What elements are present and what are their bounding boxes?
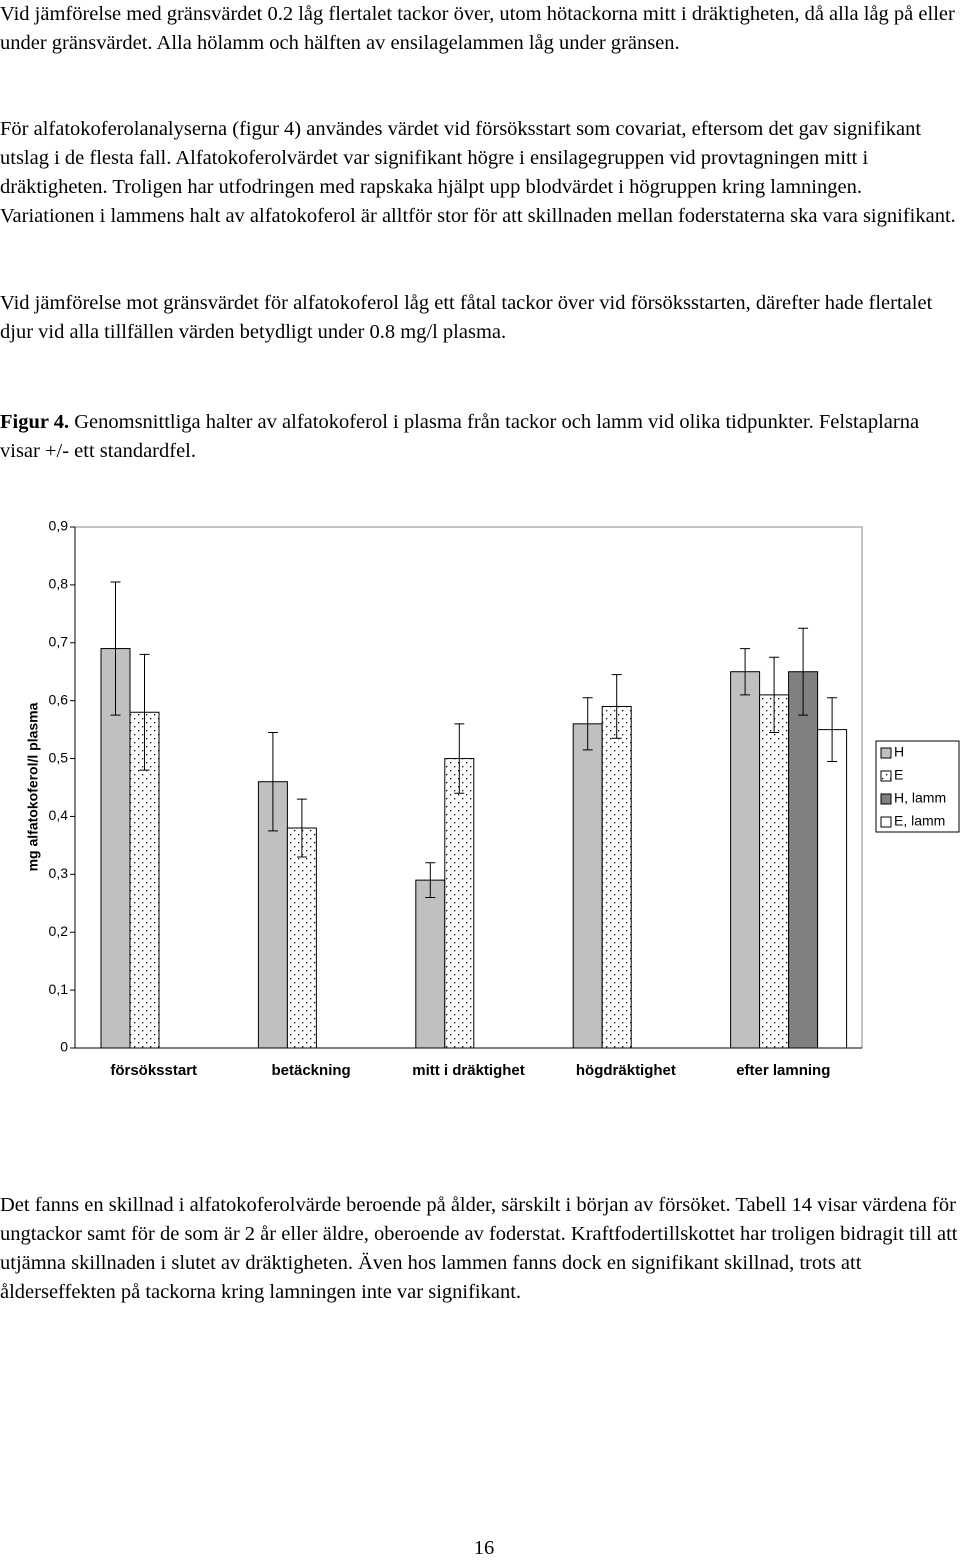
paragraph: För alfatokoferolanalyserna (figur 4) an…	[0, 118, 956, 227]
error-bar	[769, 656, 780, 734]
legend-label: H	[894, 744, 904, 760]
y-tick-label: 0,6	[49, 691, 69, 707]
bar	[788, 671, 819, 1049]
bar	[759, 694, 790, 1049]
legend-swatch	[880, 770, 892, 782]
paragraph: Vid jämförelse mot gränsvärdet för alfat…	[0, 292, 933, 343]
error-bar	[611, 674, 622, 739]
y-tick-label: 0,3	[49, 865, 69, 881]
y-tick-label: 0,4	[49, 807, 69, 823]
paragraph: Det fanns en skillnad i alfatokoferolvär…	[0, 1194, 958, 1303]
x-tick-label: mitt i dräktighet	[412, 1062, 525, 1079]
error-bar	[425, 862, 436, 898]
x-tick-label: betäckning	[272, 1062, 351, 1079]
x-tick-label: efter lamning	[736, 1062, 830, 1079]
figure-caption: Figur 4. Genomsnittliga halter av alfato…	[0, 408, 958, 466]
bar	[601, 705, 632, 1049]
error-bar	[798, 627, 809, 716]
y-tick-label: 0,7	[49, 633, 69, 649]
legend-swatch	[880, 816, 892, 828]
error-bar	[139, 653, 150, 771]
legend-label: E, lamm	[894, 813, 945, 829]
bar	[444, 758, 475, 1049]
y-tick-label: 0,9	[49, 518, 69, 534]
bar	[572, 723, 603, 1049]
legend-label: H, lamm	[894, 790, 946, 806]
error-bar	[296, 798, 307, 858]
legend-label: E	[894, 767, 903, 783]
y-tick-label: 0,1	[49, 981, 69, 997]
y-tick-label: 0,2	[49, 923, 69, 939]
error-bar	[740, 648, 751, 696]
legend-swatch	[880, 793, 892, 805]
legend-swatch	[880, 747, 892, 759]
error-bar	[454, 723, 465, 794]
bar	[415, 879, 446, 1049]
y-tick-label: 0,8	[49, 576, 69, 592]
bar	[730, 671, 761, 1049]
caption-label: Figur 4.	[0, 411, 70, 433]
y-tick-label: 0	[60, 1039, 68, 1055]
x-tick-label: försöksstart	[110, 1062, 197, 1079]
page-number: 16	[473, 1537, 495, 1559]
bar	[817, 729, 848, 1049]
y-tick-label: 0,5	[49, 749, 69, 765]
error-bar	[582, 697, 593, 751]
bar	[286, 827, 317, 1049]
error-bar	[110, 581, 121, 716]
error-bar	[827, 697, 838, 762]
caption-text: Genomsnittliga halter av alfatokoferol i…	[0, 411, 920, 462]
y-axis-label: mg alfatokoferol/l plasma	[25, 702, 41, 871]
error-bar	[267, 732, 278, 832]
x-tick-label: högdräktighet	[576, 1062, 676, 1079]
paragraph: Vid jämförelse med gränsvärdet 0.2 låg f…	[0, 3, 955, 54]
